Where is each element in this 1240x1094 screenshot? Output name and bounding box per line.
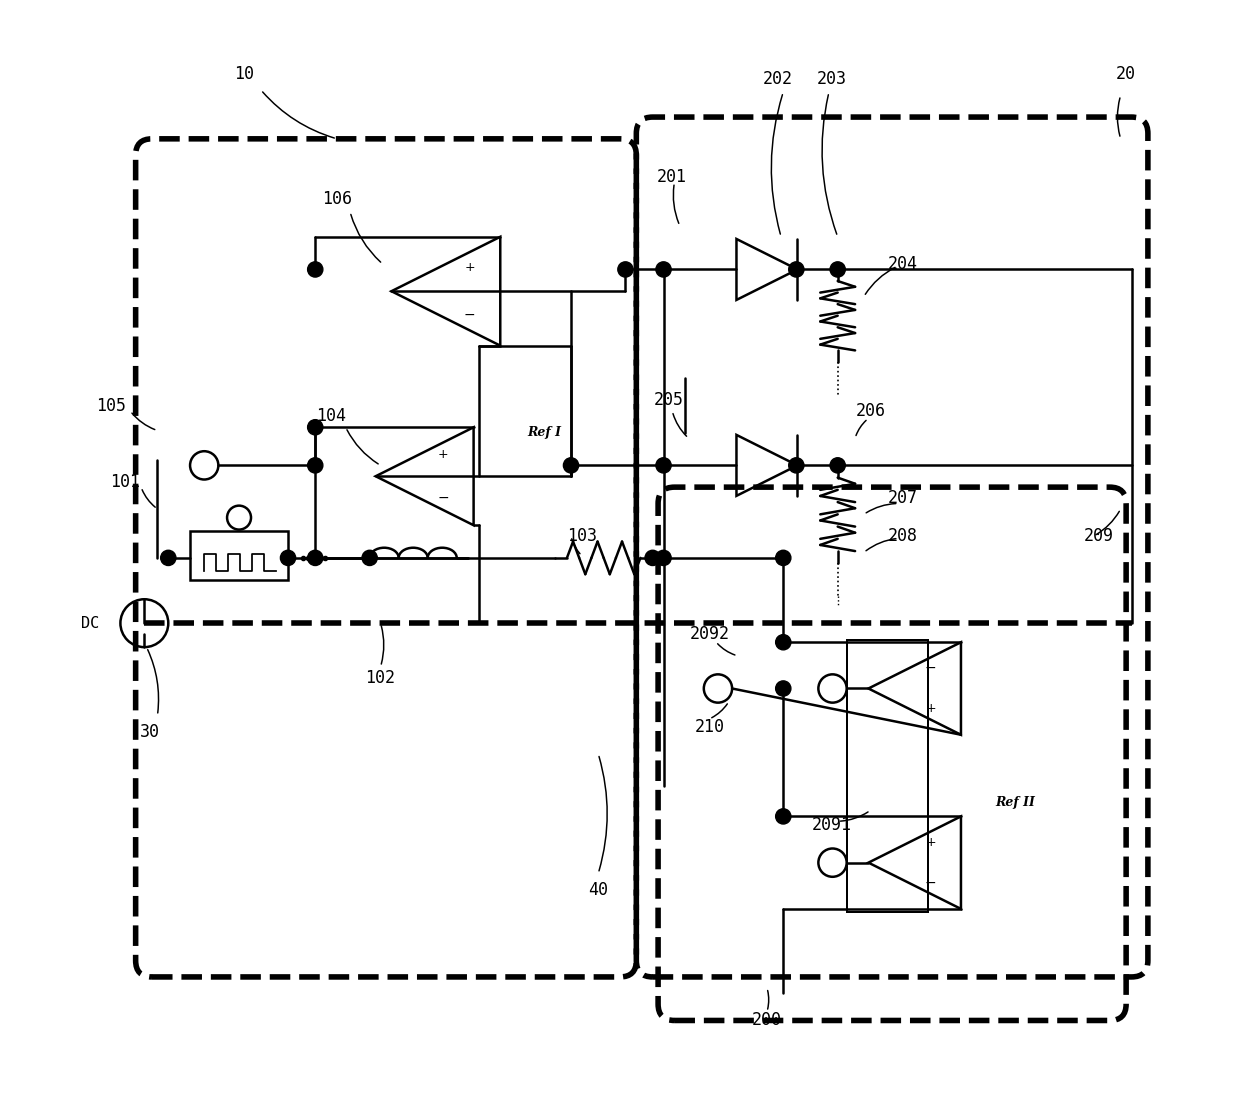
Text: −: − [464, 309, 476, 322]
Text: +: + [465, 260, 475, 274]
Text: 30: 30 [140, 723, 160, 741]
Text: 209: 209 [1084, 527, 1114, 545]
Circle shape [656, 550, 671, 566]
Text: −: − [925, 661, 936, 675]
Circle shape [161, 550, 176, 566]
Text: DC: DC [82, 616, 99, 631]
Text: +: + [925, 702, 936, 715]
Text: 208: 208 [888, 527, 918, 545]
Text: Ref I: Ref I [527, 427, 562, 439]
Circle shape [789, 261, 804, 277]
Text: 205: 205 [653, 391, 684, 409]
Text: +: + [925, 836, 936, 849]
Text: 106: 106 [322, 189, 352, 208]
Circle shape [308, 261, 322, 277]
Text: 105: 105 [95, 396, 125, 415]
Text: 104: 104 [316, 407, 346, 426]
Text: 201: 201 [657, 167, 687, 186]
Bar [847, 640, 929, 911]
Text: +: + [438, 449, 449, 462]
Text: 2092: 2092 [689, 625, 729, 643]
Circle shape [776, 680, 791, 696]
Text: 206: 206 [856, 401, 885, 420]
Circle shape [656, 261, 671, 277]
Circle shape [830, 457, 846, 473]
Text: 40: 40 [588, 881, 609, 899]
Text: 204: 204 [888, 255, 918, 274]
Circle shape [280, 550, 295, 566]
Circle shape [563, 457, 579, 473]
Bar [190, 531, 288, 580]
Text: 10: 10 [234, 65, 254, 82]
Circle shape [308, 420, 322, 435]
Circle shape [830, 261, 846, 277]
Circle shape [308, 550, 322, 566]
Text: 202: 202 [763, 70, 792, 88]
Circle shape [618, 261, 634, 277]
Text: 210: 210 [694, 718, 724, 735]
Text: −: − [925, 876, 936, 891]
Text: 207: 207 [888, 489, 918, 507]
Circle shape [308, 457, 322, 473]
Text: −: − [438, 491, 449, 504]
Circle shape [645, 550, 660, 566]
Text: 101: 101 [110, 473, 140, 491]
Text: 2091: 2091 [812, 815, 852, 834]
Text: 200: 200 [751, 1012, 782, 1029]
Circle shape [789, 457, 804, 473]
Circle shape [776, 808, 791, 824]
Circle shape [776, 635, 791, 650]
Text: 103: 103 [567, 527, 596, 545]
Text: 203: 203 [817, 70, 847, 88]
Circle shape [776, 550, 791, 566]
Circle shape [656, 457, 671, 473]
Circle shape [362, 550, 377, 566]
Text: 20: 20 [1116, 65, 1136, 82]
Text: Ref II: Ref II [996, 796, 1035, 810]
Text: 102: 102 [366, 668, 396, 687]
